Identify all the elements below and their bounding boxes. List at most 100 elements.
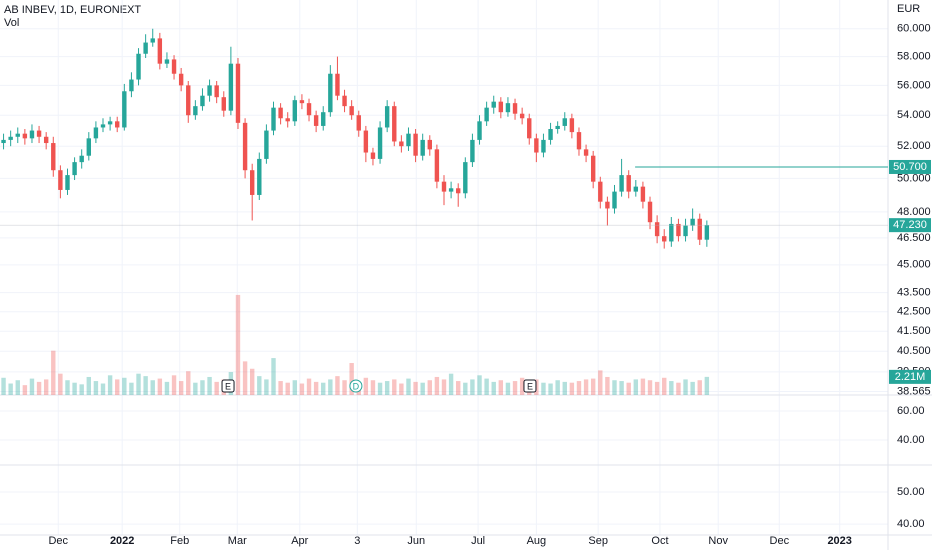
candle-body [278,107,283,119]
candle-body [321,112,326,126]
y-tick-label: 45.000 [897,259,931,271]
event-marker[interactable] [349,379,363,393]
candle-body [58,170,63,190]
candle-body [356,115,361,131]
candle-body [249,170,255,195]
x-tick-label: Jun [407,535,425,547]
volume-bar [178,381,184,395]
volume-bar [249,368,255,395]
volume-bar [72,382,77,395]
volume-bar [406,378,411,395]
candle-body [456,188,461,194]
candle-body [484,107,489,122]
candle-body [51,143,56,171]
candle-body [136,53,141,80]
volume-title: Vol [4,17,19,29]
volume-bar [441,379,447,395]
level-label: 50.700 [893,161,927,173]
y-tick-label: 41.500 [897,325,931,337]
candle-body [86,138,92,156]
volume-bar [548,383,553,395]
candle-body [257,158,262,195]
candle-body [626,175,631,192]
volume-bar [115,379,120,395]
volume-bar [626,382,631,395]
candle-body [576,132,582,150]
candle-body [115,121,120,128]
candle-body [441,181,447,192]
candle-body [93,127,99,139]
volume-bar [640,378,646,395]
volume-bar [605,376,610,395]
volume-bar [1,377,6,395]
candle-body [143,42,148,54]
level-label-box [889,159,931,174]
last-price-box [889,218,931,233]
volume-bar [22,385,28,395]
candle-body [683,225,688,237]
volume-bar [150,380,155,395]
volume-bar [200,380,205,395]
volume-bar [93,381,99,395]
candle-body [29,130,35,139]
candle-body [8,136,13,140]
volume-bar [690,381,695,395]
volume-bar [15,380,20,395]
volume-bar [377,382,383,395]
candle-body [271,107,276,131]
volume-bar [448,373,454,395]
candle-body [299,100,305,104]
volume-bar [313,381,319,395]
volume-bar [470,379,475,395]
volume-bar [129,382,134,395]
candle-body [221,97,226,111]
candle-body [406,133,411,147]
candle-body [242,122,248,171]
volume-bar [463,382,468,395]
candle-body [548,129,553,140]
volume-bar [214,381,219,395]
x-tick-label: Sep [588,535,608,547]
volume-bar [79,384,84,395]
volume-bar [8,383,13,395]
candle-body [384,106,390,128]
candle-body [107,121,113,125]
candle-body [541,139,546,153]
candle-body [654,222,660,237]
x-tick-label: Aug [527,535,547,547]
y-tick-label: 56.000 [897,79,931,91]
volume-bar [186,371,191,395]
volume-bar [583,379,589,395]
candle-body [605,201,610,209]
candle-body [413,133,418,156]
x-tick-label: 3 [354,535,360,547]
candle-body [349,106,354,116]
volume-bar [122,377,127,395]
volume-bar [292,380,298,395]
candle-body [448,188,454,192]
candle-body [328,73,333,113]
volume-bar [683,379,688,395]
volume-bar [100,383,106,395]
candle-body [186,85,191,116]
volume-bar [370,380,376,395]
y-tick-label: 48.000 [897,206,931,218]
candle-body [569,118,575,133]
volume-bar [555,380,560,395]
volume-bar [413,381,418,395]
candle-body [65,175,70,190]
y-tick-label: 60.00 [897,405,925,417]
candle-body [100,124,106,128]
event-marker[interactable] [523,379,537,393]
candle-body [235,63,241,123]
candle-body [555,125,560,130]
candle-body [598,181,603,202]
event-marker[interactable] [221,379,235,393]
symbol-title: AB INBEV, 1D, EURONEXT [4,4,141,16]
candle-body [200,95,205,107]
candle-body [15,133,20,137]
y-tick-label: 40.00 [897,434,925,446]
volume-bar [58,373,63,395]
candle-body [392,106,397,142]
volume-bar [669,381,674,395]
